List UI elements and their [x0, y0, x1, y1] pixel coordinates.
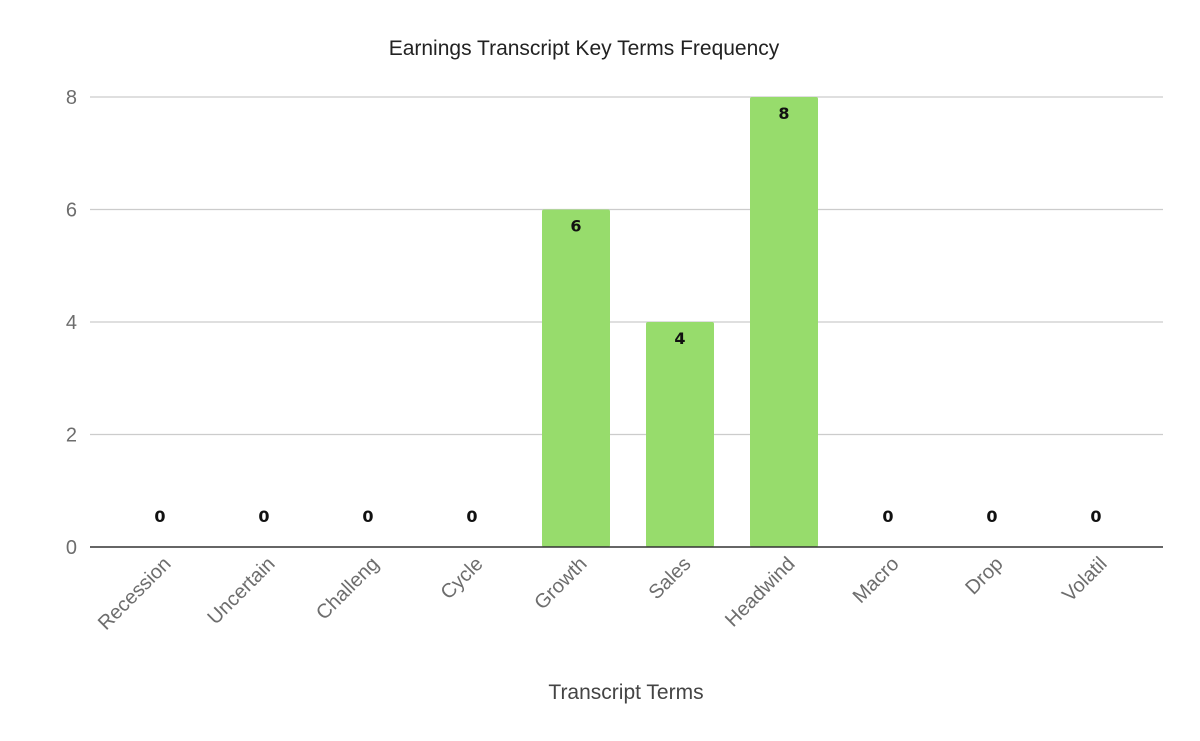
y-tick-label: 4 [66, 312, 77, 334]
x-tick-label: Recession [94, 553, 176, 635]
data-label: 8 [778, 104, 789, 123]
data-label: 0 [882, 507, 893, 526]
bars [542, 97, 818, 547]
y-tick-label: 6 [66, 200, 77, 222]
x-tick-label: Drop [961, 553, 1007, 599]
x-tick-label: Challeng [312, 553, 383, 624]
gridlines [90, 96, 1163, 436]
x-tick-label: Cycle [437, 553, 488, 604]
y-tick-label: 8 [66, 87, 77, 109]
data-label: 0 [258, 507, 269, 526]
x-tick-label: Growth [530, 553, 591, 614]
y-tick-label: 2 [66, 425, 77, 447]
y-axis-ticks: 0 2 4 6 8 [66, 87, 77, 559]
x-axis-ticks: Recession Uncertain Challeng Cycle Growth Sal… [94, 553, 1112, 635]
bar [646, 322, 714, 547]
data-label: 0 [362, 507, 373, 526]
data-label: 6 [570, 217, 581, 236]
bar [750, 97, 818, 547]
x-tick-label: Sales [645, 553, 696, 604]
x-axis-title: Transcript Terms [548, 681, 703, 704]
x-tick-label: Headwind [721, 553, 799, 631]
x-tick-label: Volatil [1058, 553, 1111, 606]
bar [542, 209, 610, 547]
data-label: 0 [466, 507, 477, 526]
data-label: 0 [1090, 507, 1101, 526]
y-tick-label: 0 [66, 537, 77, 559]
x-tick-label: Uncertain [203, 553, 279, 629]
data-label: 0 [154, 507, 165, 526]
x-tick-label: Macro [849, 553, 904, 608]
data-label: 0 [986, 507, 997, 526]
data-labels: 0 0 0 0 6 4 8 0 0 0 [154, 104, 1101, 526]
data-label: 4 [674, 329, 685, 348]
chart-title: Earnings Transcript Key Terms Frequency [389, 37, 780, 60]
